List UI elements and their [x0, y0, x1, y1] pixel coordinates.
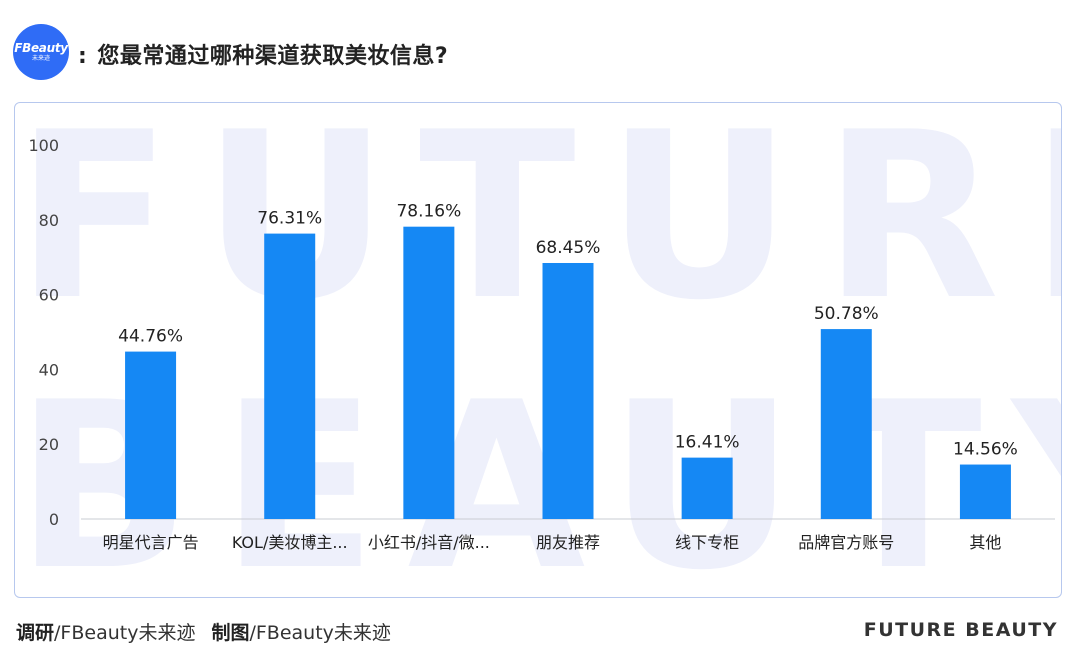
- x-category-label: 品牌官方账号: [798, 533, 894, 552]
- chart-value: /FBeauty未来迹: [249, 622, 391, 644]
- chart-frame: FUTURE BEAUTY 02040608010044.76%明星代言广告76…: [14, 102, 1062, 598]
- chart-label: 制图: [211, 622, 250, 644]
- x-category-label: 其他: [969, 533, 1001, 552]
- title-text: 您最常通过哪种渠道获取美妆信息?: [97, 44, 449, 69]
- bar: [403, 226, 455, 519]
- data-label: 44.76%: [118, 327, 183, 347]
- x-category-label: KOL/美妆博主...: [232, 533, 348, 552]
- question-title: : 您最常通过哪种渠道获取美妆信息?: [78, 38, 448, 70]
- data-label: 68.45%: [536, 238, 601, 258]
- y-tick-label: 20: [39, 435, 59, 454]
- title-colon: :: [78, 44, 88, 69]
- x-category-label: 线下专柜: [675, 533, 739, 552]
- y-tick-label: 80: [39, 211, 59, 230]
- y-tick-label: 0: [49, 510, 59, 529]
- logo-subtext: 未来迹: [31, 55, 50, 62]
- bar: [125, 351, 177, 519]
- bar: [820, 329, 872, 519]
- survey-value: /FBeauty未来迹: [54, 622, 196, 644]
- fbeauty-logo: FBeauty 未来迹: [13, 24, 69, 80]
- data-label: 78.16%: [396, 202, 461, 222]
- bar: [681, 457, 733, 519]
- data-label: 14.56%: [953, 440, 1018, 460]
- bar: [264, 233, 316, 520]
- y-tick-label: 100: [28, 136, 59, 155]
- y-tick-label: 40: [39, 360, 59, 379]
- x-category-label: 朋友推荐: [536, 533, 600, 552]
- survey-label: 调研: [16, 622, 55, 644]
- footer-brand: FUTURE BEAUTY: [863, 619, 1058, 641]
- x-category-label: 小红书/抖音/微...: [368, 533, 490, 552]
- y-tick-label: 60: [39, 286, 59, 305]
- bar-chart: 0 20 40 60 80 100 44.76% 明星代言广告 76.31% KOL/美妆博主..…: [28, 136, 1055, 552]
- x-category-label: 明星代言广告: [103, 533, 199, 552]
- data-label: 50.78%: [814, 304, 879, 324]
- bar: [542, 262, 594, 519]
- footer-credits: 调研/FBeauty未来迹 制图/FBeauty未来迹: [16, 618, 391, 645]
- data-label: 76.31%: [257, 209, 322, 229]
- bar: [959, 464, 1011, 519]
- data-label: 16.41%: [675, 433, 740, 453]
- logo-text: FBeauty: [14, 41, 68, 55]
